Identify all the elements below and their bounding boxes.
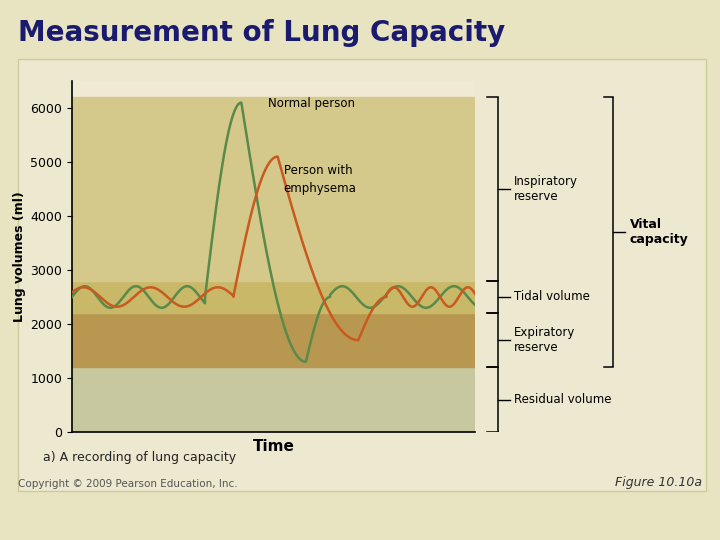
- Bar: [72, 367, 475, 432]
- Bar: [72, 281, 475, 313]
- Text: Vital
capacity: Vital capacity: [629, 218, 688, 246]
- Text: Inspiratory
reserve: Inspiratory reserve: [514, 175, 578, 203]
- Text: Person with: Person with: [284, 164, 352, 177]
- Y-axis label: Lung volumes (ml): Lung volumes (ml): [13, 191, 26, 322]
- Text: Residual volume: Residual volume: [514, 393, 612, 406]
- Text: Normal person: Normal person: [268, 97, 354, 110]
- Bar: [72, 313, 475, 367]
- Text: Measurement of Lung Capacity: Measurement of Lung Capacity: [18, 19, 505, 47]
- Text: emphysema: emphysema: [284, 182, 356, 195]
- Text: Figure 10.10a: Figure 10.10a: [615, 476, 702, 489]
- Text: a) A recording of lung capacity: a) A recording of lung capacity: [43, 451, 236, 464]
- Text: Expiratory
reserve: Expiratory reserve: [514, 326, 576, 354]
- Text: Copyright © 2009 Pearson Education, Inc.: Copyright © 2009 Pearson Education, Inc.: [18, 478, 238, 489]
- Text: Tidal volume: Tidal volume: [514, 291, 590, 303]
- X-axis label: Time: Time: [253, 439, 294, 454]
- Bar: [72, 97, 475, 281]
